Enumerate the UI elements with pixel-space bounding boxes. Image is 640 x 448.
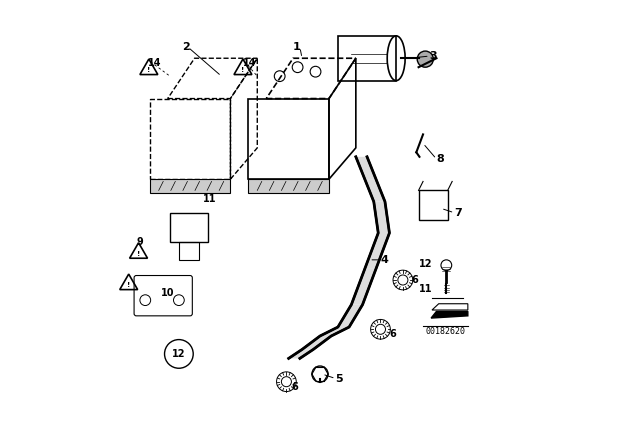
Text: 6: 6: [412, 275, 419, 285]
Polygon shape: [431, 311, 468, 318]
Text: 4: 4: [380, 255, 388, 265]
Text: 11: 11: [203, 194, 216, 204]
Text: 14: 14: [148, 58, 161, 68]
Bar: [170, 213, 208, 242]
Polygon shape: [365, 179, 385, 202]
Text: 3: 3: [430, 51, 437, 61]
Text: 12: 12: [419, 259, 432, 269]
Polygon shape: [356, 157, 376, 179]
Text: 5: 5: [336, 374, 343, 383]
Polygon shape: [351, 269, 376, 305]
Text: 8: 8: [436, 154, 444, 164]
Text: !: !: [241, 67, 244, 73]
Text: 6: 6: [291, 382, 298, 392]
Text: 7: 7: [454, 208, 462, 218]
Text: 10: 10: [161, 289, 175, 298]
Text: !: !: [147, 67, 150, 73]
Polygon shape: [320, 327, 349, 336]
Polygon shape: [365, 233, 389, 269]
Polygon shape: [338, 305, 362, 327]
Text: 14: 14: [243, 58, 256, 68]
Polygon shape: [289, 349, 314, 358]
Bar: [179, 242, 199, 260]
Text: 6: 6: [389, 329, 396, 339]
Text: 1: 1: [293, 42, 301, 52]
Polygon shape: [302, 336, 332, 349]
Bar: [419, 190, 448, 220]
Text: !: !: [127, 282, 131, 288]
Text: 00182620: 00182620: [426, 327, 465, 336]
Polygon shape: [248, 179, 329, 193]
Text: !: !: [137, 251, 140, 257]
Text: 2: 2: [182, 42, 190, 52]
Circle shape: [417, 51, 433, 67]
Polygon shape: [150, 179, 230, 193]
Text: 9: 9: [136, 237, 143, 247]
Text: 11: 11: [419, 284, 432, 294]
Polygon shape: [374, 202, 389, 233]
Text: 12: 12: [172, 349, 186, 359]
